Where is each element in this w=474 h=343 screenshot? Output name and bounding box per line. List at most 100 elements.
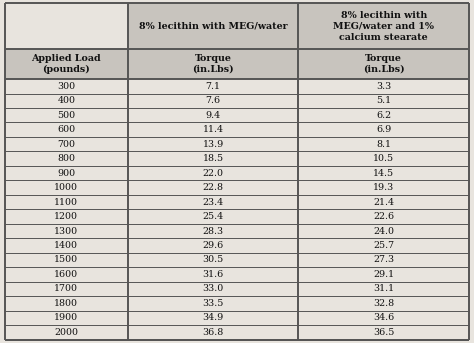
Bar	[298, 108, 469, 122]
Text: 31.6: 31.6	[202, 270, 224, 279]
Bar	[5, 209, 128, 224]
Bar	[5, 311, 128, 325]
Text: 1800: 1800	[55, 299, 78, 308]
Bar	[5, 267, 128, 282]
Bar	[128, 79, 298, 94]
Text: 22.6: 22.6	[373, 212, 394, 221]
Bar	[128, 151, 298, 166]
Text: 25.7: 25.7	[373, 241, 394, 250]
Bar	[5, 137, 128, 151]
Text: 600: 600	[57, 125, 75, 134]
Text: 21.4: 21.4	[374, 198, 394, 206]
Text: Torque
(in.Lbs): Torque (in.Lbs)	[192, 54, 234, 74]
Bar	[298, 325, 469, 340]
Bar	[298, 238, 469, 253]
Text: 36.8: 36.8	[202, 328, 224, 337]
Bar	[128, 325, 298, 340]
Text: 800: 800	[57, 154, 75, 163]
Text: 6.2: 6.2	[376, 111, 392, 120]
Text: 5.1: 5.1	[376, 96, 392, 105]
Bar	[298, 94, 469, 108]
Text: Applied Load
(pounds): Applied Load (pounds)	[31, 54, 101, 74]
Bar	[298, 122, 469, 137]
Bar	[5, 166, 128, 180]
Bar	[298, 79, 469, 94]
Text: 22.0: 22.0	[202, 169, 224, 178]
Text: 1500: 1500	[54, 256, 78, 264]
Text: 1300: 1300	[54, 226, 78, 236]
Text: 11.4: 11.4	[202, 125, 224, 134]
Bar	[5, 296, 128, 311]
Bar	[128, 238, 298, 253]
Bar	[128, 296, 298, 311]
Text: 3.3: 3.3	[376, 82, 392, 91]
Text: 33.0: 33.0	[202, 284, 224, 293]
Text: 14.5: 14.5	[373, 169, 394, 178]
Bar	[298, 253, 469, 267]
Text: 13.9: 13.9	[202, 140, 224, 149]
Bar	[128, 166, 298, 180]
Bar	[128, 253, 298, 267]
Bar	[5, 253, 128, 267]
Bar	[5, 79, 128, 94]
Bar	[128, 209, 298, 224]
Text: 27.3: 27.3	[373, 256, 394, 264]
Bar	[298, 311, 469, 325]
Text: 1700: 1700	[55, 284, 78, 293]
Text: 33.5: 33.5	[202, 299, 224, 308]
Bar	[5, 195, 128, 209]
Text: 36.5: 36.5	[373, 328, 394, 337]
Bar	[5, 122, 128, 137]
Bar	[5, 49, 128, 79]
Text: 1000: 1000	[55, 183, 78, 192]
Text: 22.8: 22.8	[202, 183, 224, 192]
Bar	[5, 151, 128, 166]
Bar	[128, 122, 298, 137]
Bar	[128, 3, 298, 49]
Text: 10.5: 10.5	[373, 154, 394, 163]
Bar	[128, 94, 298, 108]
Text: 2000: 2000	[55, 328, 78, 337]
Text: 500: 500	[57, 111, 75, 120]
Text: 30.5: 30.5	[202, 256, 224, 264]
Bar	[5, 282, 128, 296]
Text: 32.8: 32.8	[373, 299, 394, 308]
Bar	[298, 180, 469, 195]
Bar	[298, 3, 469, 49]
Text: 400: 400	[57, 96, 75, 105]
Text: 8% lecithin with
MEG/water and 1%
calcium stearate: 8% lecithin with MEG/water and 1% calciu…	[333, 11, 434, 42]
Text: 34.9: 34.9	[202, 314, 224, 322]
Text: 1600: 1600	[54, 270, 78, 279]
Bar	[298, 296, 469, 311]
Bar	[298, 137, 469, 151]
Bar	[5, 94, 128, 108]
Bar	[298, 49, 469, 79]
Text: Torque
(in.Lbs): Torque (in.Lbs)	[363, 54, 405, 74]
Text: 1200: 1200	[55, 212, 78, 221]
Bar	[128, 267, 298, 282]
Text: 700: 700	[57, 140, 75, 149]
Text: 6.9: 6.9	[376, 125, 392, 134]
Text: 1400: 1400	[55, 241, 78, 250]
Bar	[5, 238, 128, 253]
Text: 29.6: 29.6	[202, 241, 224, 250]
Bar	[5, 180, 128, 195]
Bar	[128, 195, 298, 209]
Bar	[298, 267, 469, 282]
Bar	[298, 209, 469, 224]
Text: 300: 300	[57, 82, 75, 91]
Bar	[5, 108, 128, 122]
Bar	[128, 180, 298, 195]
Text: 9.4: 9.4	[206, 111, 220, 120]
Bar	[298, 224, 469, 238]
Text: 900: 900	[57, 169, 75, 178]
Bar	[128, 49, 298, 79]
Text: 1900: 1900	[54, 314, 78, 322]
Text: 31.1: 31.1	[373, 284, 394, 293]
Bar	[5, 3, 128, 49]
Bar	[298, 282, 469, 296]
Bar	[128, 224, 298, 238]
Bar	[128, 282, 298, 296]
Bar	[298, 195, 469, 209]
Bar	[128, 137, 298, 151]
